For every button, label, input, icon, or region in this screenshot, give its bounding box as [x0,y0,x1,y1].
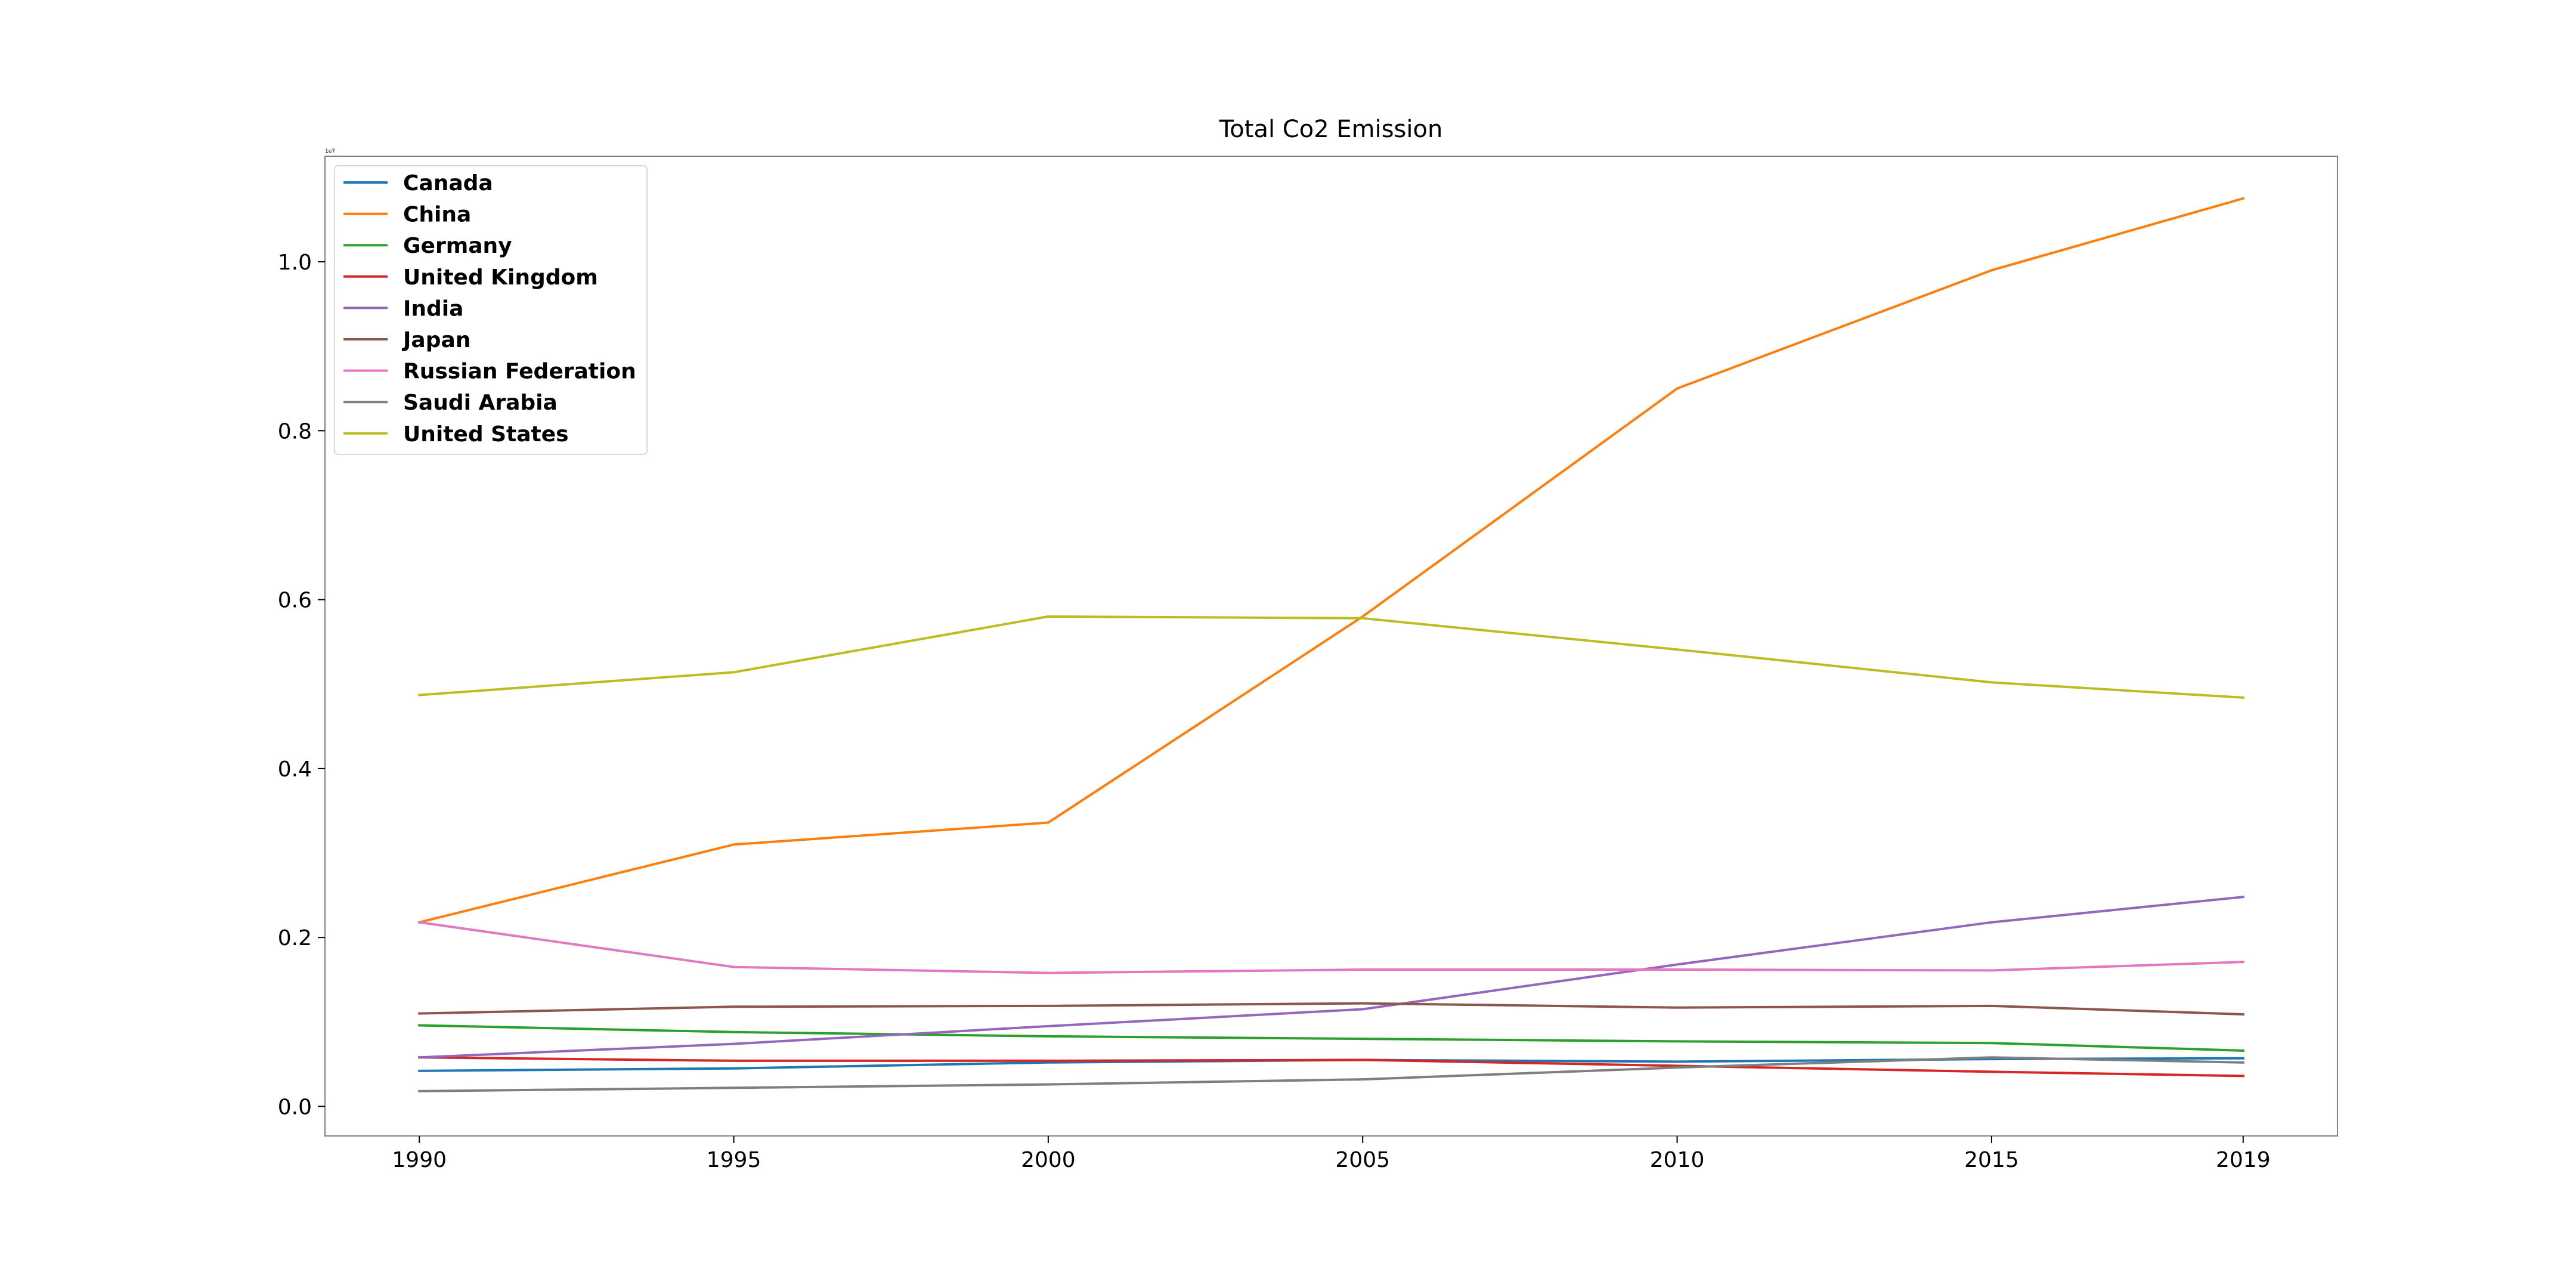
legend-entry-russian-federation: Russian Federation [343,360,636,384]
series-line-china [417,197,2245,924]
legend-entry-india: India [343,296,463,321]
y-tick-label: 0.6 [278,589,312,613]
x-tick-label: 2005 [1335,1148,1390,1172]
legend-label: Germany [403,234,512,258]
x-tick-label: 1995 [707,1148,761,1172]
x-tick-label: 2000 [1021,1148,1076,1172]
legend-entry-united-kingdom: United Kingdom [343,265,598,290]
series-line-united-states [418,615,2244,699]
x-tick-label: 2019 [2216,1148,2271,1172]
legend-entry-china: China [343,203,471,227]
x-tick-label: 2015 [1964,1148,2019,1172]
legend-entry-germany: Germany [343,234,512,258]
y-tick-label: 0.0 [278,1095,312,1119]
legend-label: Russian Federation [403,360,636,384]
legend-label: India [403,296,463,321]
x-axis-ticks: 1990 1995 2000 2005 2010 2015 2019 [392,1136,2271,1172]
y-axis-offset-label: 1e7 [325,148,335,154]
plot-area-frame [324,156,2338,1137]
legend-entry-saudi-arabia: Saudi Arabia [343,391,558,415]
legend-label: Japan [401,328,470,352]
legend-label: United States [403,422,569,447]
series-lines [417,197,2245,1092]
series-line-russian-federation [417,921,2244,974]
series-line-saudi-arabia [418,1056,2244,1092]
legend-entry-united-states: United States [343,422,569,447]
series-line-japan [418,1002,2244,1016]
x-tick-label: 1990 [392,1148,447,1172]
legend-label: United Kingdom [403,265,598,290]
series-line-india [418,896,2244,1059]
legend-entry-japan: Japan [343,328,470,352]
y-tick-label: 0.2 [278,926,312,950]
y-tick-label: 0.8 [278,419,312,444]
legend-entry-canada: Canada [343,171,493,196]
x-tick-label: 2010 [1650,1148,1705,1172]
y-tick-label: 0.4 [278,757,312,782]
legend-label: China [403,203,471,227]
legend-label: Saudi Arabia [403,391,558,415]
legend-label: Canada [403,171,493,196]
series-line-germany [418,1024,2244,1052]
legend-box [334,165,648,455]
series-line-united-kingdom [418,1056,2244,1078]
chart-title: Total Co2 Emission [1219,116,1443,143]
legend: Canada China Germany United Kingdom India Jap… [334,165,648,455]
y-tick-label: 1.0 [278,250,312,275]
y-axis-ticks: 0.0 0.2 0.4 0.6 0.8 1.0 [278,250,325,1119]
